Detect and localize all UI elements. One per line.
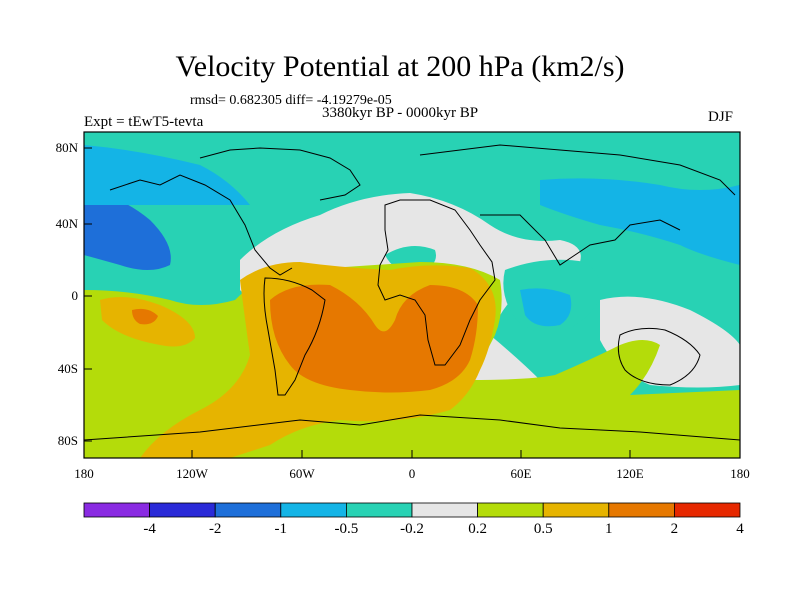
contour-fill [84,132,740,458]
colorbar-swatch [542,502,610,518]
y-label-0: 0 [71,288,79,303]
x-label-60e: 60E [510,466,532,481]
colorbar-swatch [345,502,413,518]
colorbar-label: 4 [736,521,744,537]
colorbar-label: 2 [670,521,679,537]
x-label-120e: 120E [616,466,644,481]
colorbar-label: 0.2 [468,521,487,537]
colorbar [83,502,741,518]
colorbar-swatch [411,502,478,518]
chart-title: Velocity Potential at 200 hPa (km2/s) [175,50,625,83]
coastlines [84,144,740,441]
colorbar-label: 0.5 [533,521,553,537]
colorbar-label: -0.5 [334,521,359,537]
y-label-40s: 40S [57,361,78,376]
colorbar-label: -1 [274,521,288,537]
colorbar-label: -0.2 [400,521,424,537]
colorbar-swatch [149,502,216,518]
season-label: DJF [708,109,734,125]
x-label-0: 0 [408,466,416,481]
x-label-60w: 60W [289,466,315,481]
y-label-40n: 40N [55,216,78,231]
x-label-120w: 120W [176,466,208,481]
colorbar-swatch [83,502,150,518]
axis-ticks [84,147,631,458]
colorbar-swatch [674,502,741,518]
stats-text: rmsd= 0.682305 diff= -4.19279e-05 [190,93,392,108]
x-label-180w: 180 [74,466,94,481]
colorbar-label: 1 [605,521,613,537]
period-text: 3380kyr BP - 0000kyr BP [322,105,479,121]
x-label-180e: 180 [730,466,750,481]
colorbar-label: -2 [208,521,222,537]
experiment-label: Expt = tEwT5-tevta [84,114,204,130]
y-label-80s: 80S [57,433,78,448]
colorbar-swatch [214,502,282,518]
y-label-80n: 80N [55,140,78,155]
colorbar-swatch [280,502,347,518]
colorbar-swatch [477,502,544,518]
colorbar-label: -4 [143,521,156,537]
colorbar-swatch [608,502,675,518]
